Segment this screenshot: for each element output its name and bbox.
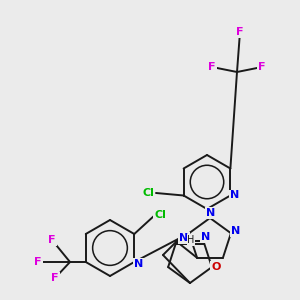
Text: Cl: Cl: [142, 188, 154, 198]
Text: O: O: [211, 262, 220, 272]
Text: F: F: [48, 235, 56, 245]
Text: F: F: [258, 62, 266, 72]
Text: F: F: [208, 62, 216, 72]
Text: F: F: [34, 257, 42, 267]
Text: N: N: [201, 232, 210, 242]
Text: N: N: [179, 233, 189, 243]
Text: N: N: [231, 226, 241, 236]
Text: F: F: [236, 27, 244, 37]
Text: N: N: [134, 259, 143, 269]
Text: N: N: [206, 208, 216, 218]
Text: N: N: [230, 190, 239, 200]
Text: Cl: Cl: [154, 210, 166, 220]
Text: F: F: [51, 273, 59, 283]
Text: H: H: [187, 235, 195, 245]
